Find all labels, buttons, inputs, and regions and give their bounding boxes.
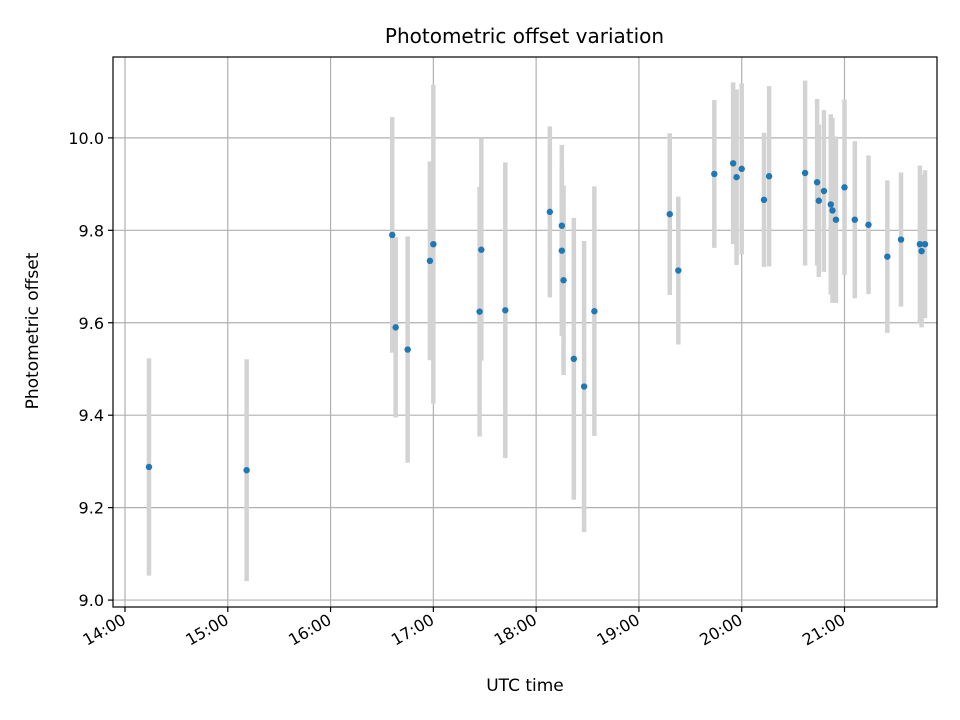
data-point [478,246,485,253]
plot-area [113,57,937,607]
chart-title: Photometric offset variation [385,24,664,48]
data-point [801,169,809,177]
data-point [827,201,834,208]
data-point [389,231,396,239]
data-point [841,184,848,191]
data-point [580,383,588,390]
y-tick-label: 9.6 [79,314,104,333]
data-point [502,307,509,314]
data-point [392,324,399,331]
data-point [918,247,925,255]
data-point [832,216,840,223]
data-point [813,179,821,186]
data-point [815,197,822,204]
data-point [897,236,905,243]
data-point [865,221,872,228]
y-tick-label: 9.8 [79,221,104,240]
data-point [729,160,737,167]
data-point [558,222,566,229]
data-point [884,253,891,260]
data-point [404,346,411,353]
data-point [570,355,578,363]
plot-frame [112,56,938,608]
data-point [820,187,828,195]
data-point [430,240,437,248]
data-point [851,216,858,223]
data-point [560,277,567,284]
data-point [666,210,673,218]
data-point [921,240,929,248]
data-point [829,207,836,214]
y-tick-label: 10.0 [68,129,104,148]
data-point [711,170,718,178]
y-tick-label: 9.2 [79,499,104,518]
data-point [426,257,434,265]
y-tick-label: 9.0 [79,591,104,610]
x-axis-label: UTC time [486,676,564,696]
data-points [145,160,929,474]
data-point [558,247,566,254]
data-point [145,463,153,471]
data-point [738,165,745,173]
data-point [243,466,250,474]
data-point [916,240,924,248]
data-point [591,308,598,315]
data-point [765,173,773,180]
y-axis-label: Photometric offset [23,252,43,409]
data-point [675,267,682,274]
data-point [476,308,483,315]
y-tick-label: 9.4 [79,406,104,425]
data-point [733,173,740,181]
data-point [546,208,554,216]
data-point [760,196,768,204]
